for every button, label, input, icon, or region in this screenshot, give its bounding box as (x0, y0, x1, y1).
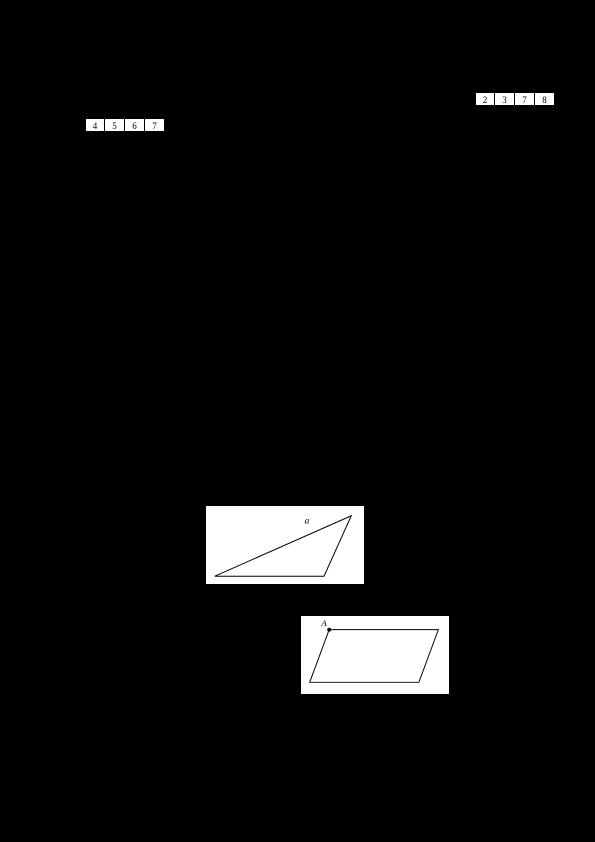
cell-group-top-right: 2 3 7 8 (475, 92, 555, 106)
cell: 5 (105, 118, 125, 132)
cell: 2 (475, 92, 495, 106)
figure-triangle: a (205, 505, 365, 585)
page-canvas: 2 3 7 8 4 5 6 7 a A (0, 0, 595, 842)
cell-group-second-row: 4 5 6 7 (85, 118, 165, 132)
figure-parallelogram-label: A (320, 618, 327, 628)
figure-parallelogram: A (300, 615, 450, 695)
figure-triangle-label: a (305, 516, 310, 527)
cell: 4 (85, 118, 105, 132)
cell: 7 (515, 92, 535, 106)
cell: 3 (495, 92, 515, 106)
cell: 7 (145, 118, 165, 132)
cell: 6 (125, 118, 145, 132)
cell: 8 (535, 92, 555, 106)
